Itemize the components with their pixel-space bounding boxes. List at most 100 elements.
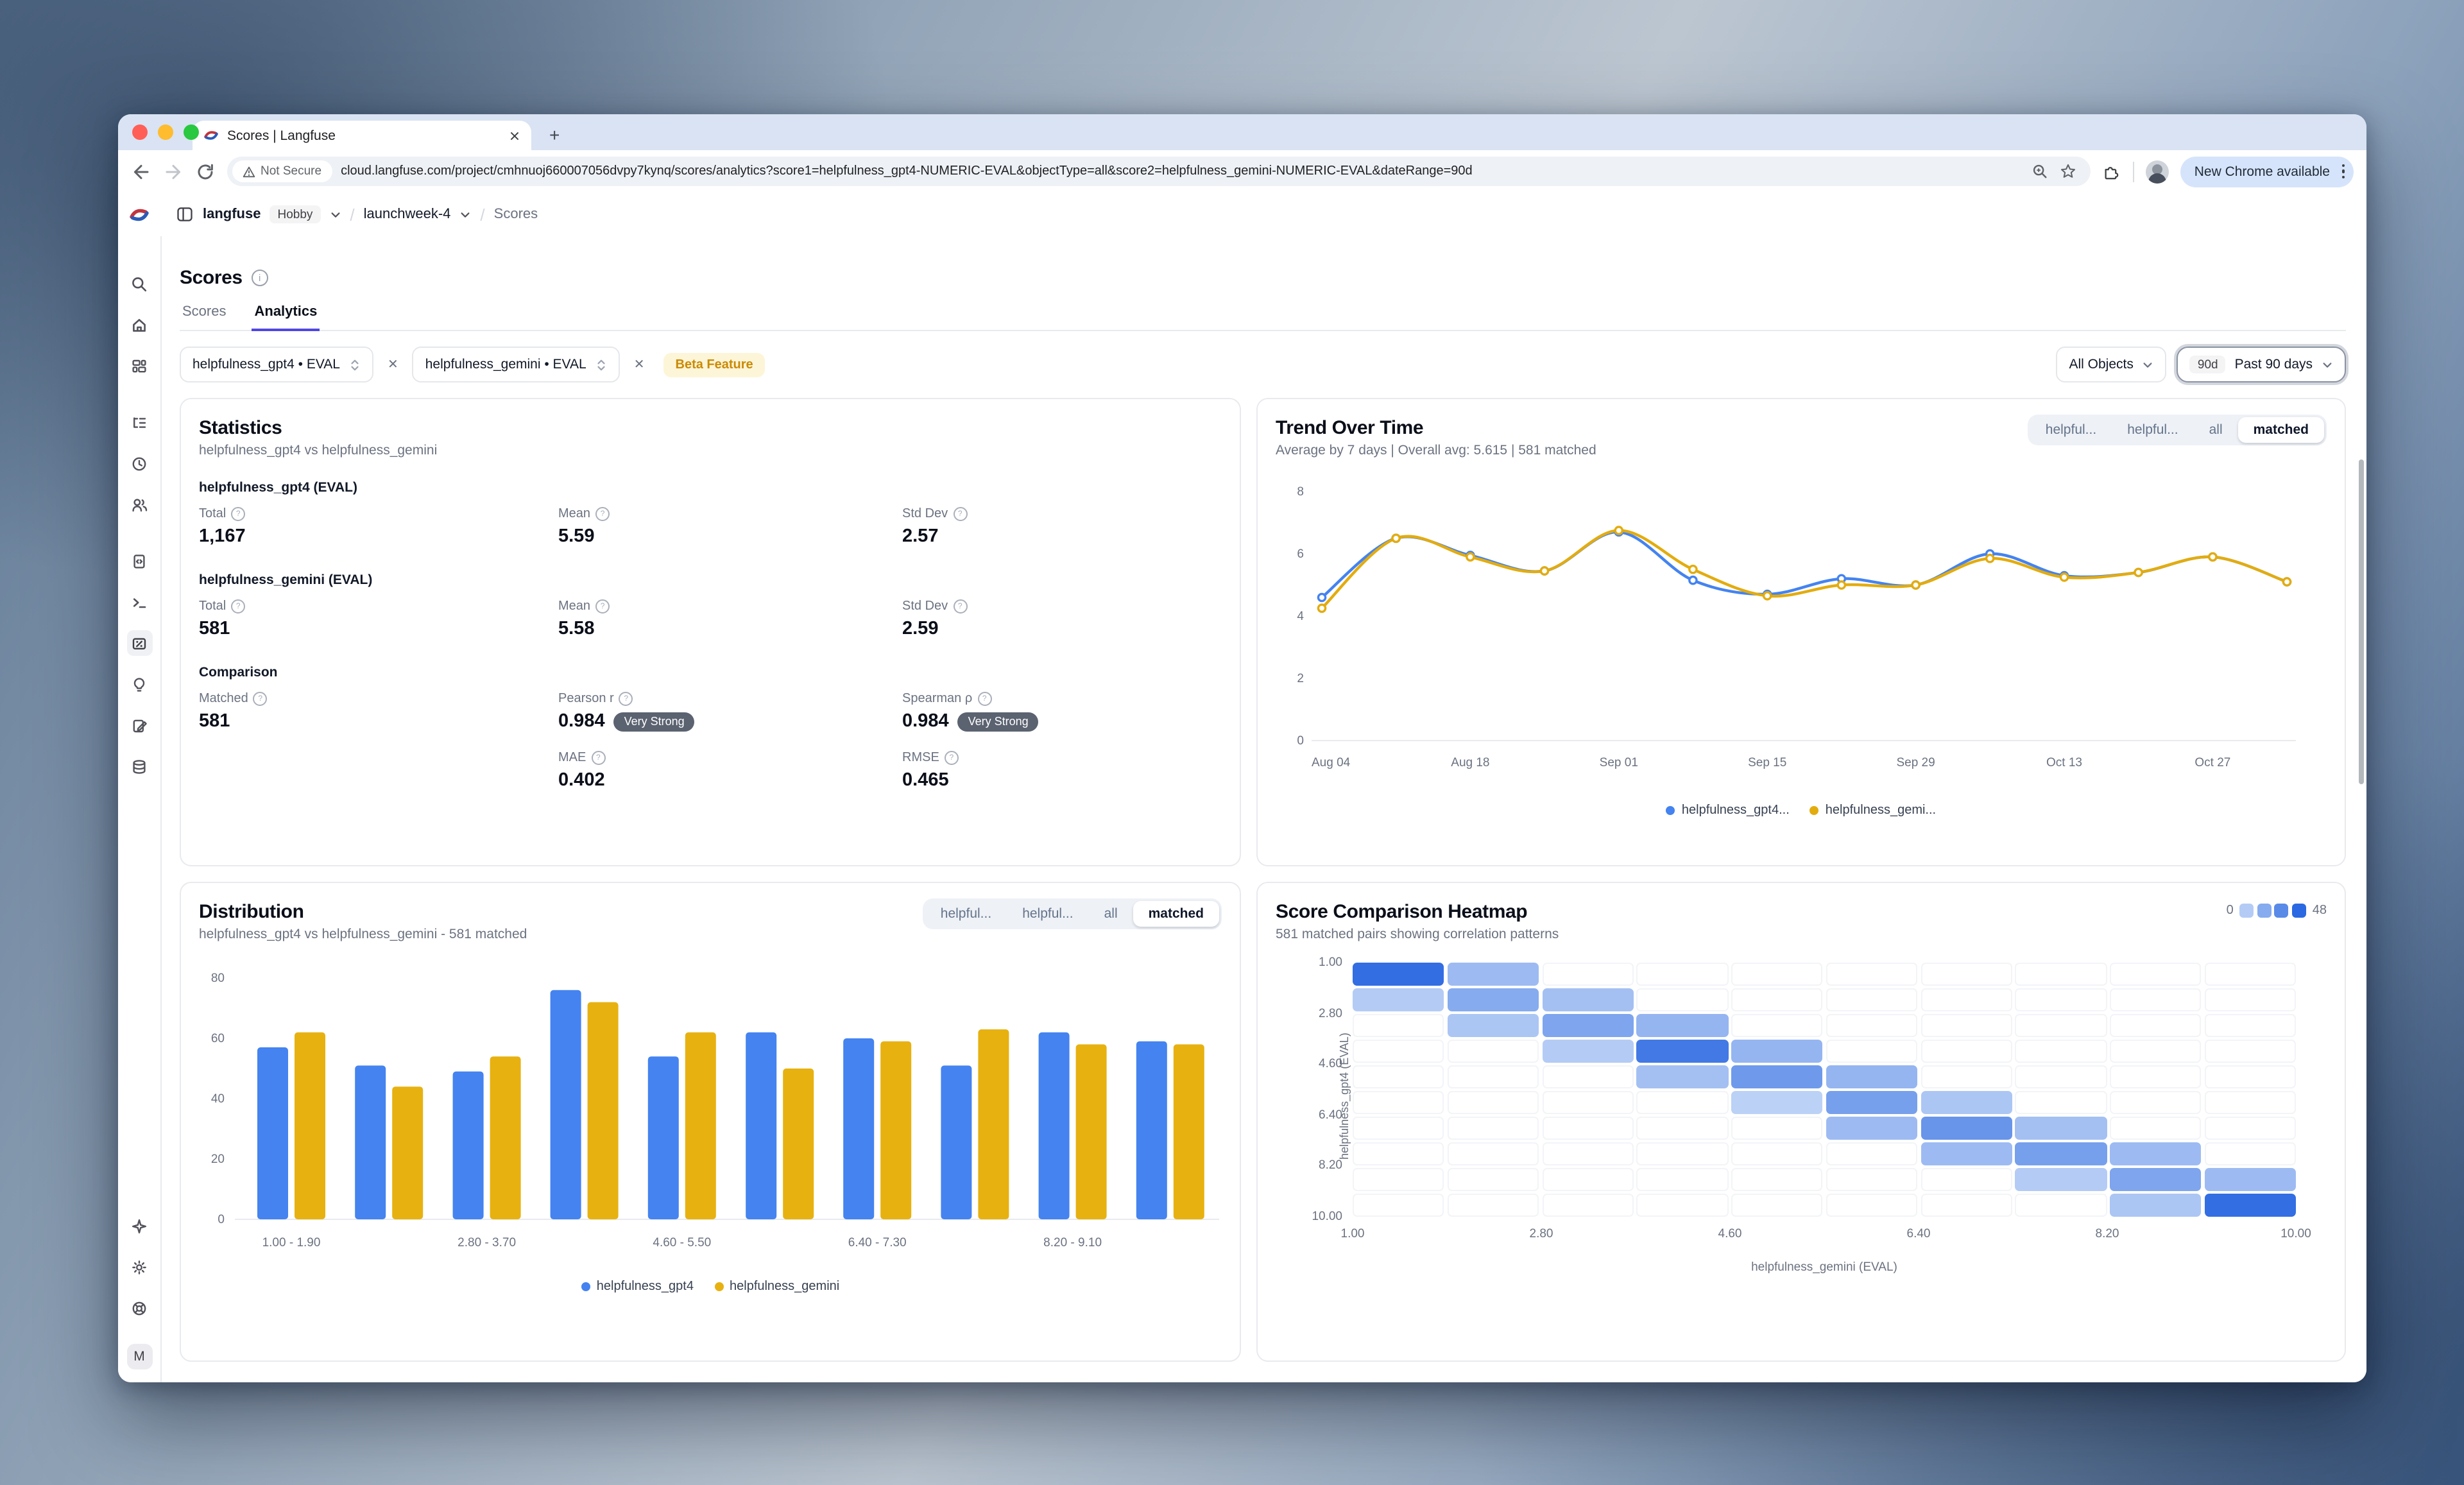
sidebar-item-search[interactable]	[126, 271, 152, 296]
zoom-page-icon[interactable]	[2032, 163, 2048, 180]
seg-all[interactable]: all	[2209, 422, 2223, 438]
url-text[interactable]: cloud.langfuse.com/project/cmhnuoj660007…	[341, 164, 1473, 178]
statistics-title: Statistics	[199, 417, 282, 439]
heatmap-cell	[1542, 1065, 1634, 1088]
forward-button[interactable]	[163, 161, 184, 182]
heatmap-cell	[2110, 963, 2202, 986]
help-icon[interactable]: ?	[977, 692, 992, 706]
help-icon[interactable]: ?	[591, 751, 606, 765]
score1-select[interactable]: helpfulness_gpt4 • EVAL	[180, 347, 373, 382]
not-secure-chip[interactable]: Not Secure	[232, 160, 332, 182]
sidebar-item-sessions[interactable]	[126, 451, 152, 476]
heatmap-card: Score Comparison Heatmap 581 matched pai…	[1256, 882, 2346, 1362]
breadcrumb-org[interactable]: langfuse	[203, 207, 261, 222]
chevron-down-icon[interactable]	[329, 209, 341, 220]
heatmap-cell	[1353, 1040, 1444, 1063]
reload-button[interactable]	[195, 161, 216, 182]
browser-menu-icon[interactable]	[2339, 162, 2347, 182]
stat-spearman: Spearman ρ? 0.984 Very Strong	[902, 692, 1222, 732]
seg-all[interactable]: all	[1104, 906, 1118, 922]
help-icon[interactable]: ?	[253, 692, 268, 706]
browser-profile-avatar[interactable]	[2145, 160, 2169, 183]
heatmap-cell	[1636, 1194, 1728, 1217]
app-sidebar: M	[118, 236, 162, 1382]
heatmap-cell	[1636, 1168, 1728, 1191]
sidebar-item-scores[interactable]	[126, 630, 152, 656]
legend-label-gpt4: helpfulness_gpt4	[596, 1280, 694, 1294]
heatmap-cell	[1447, 1168, 1539, 1191]
heatmap-cell	[1542, 1168, 1634, 1191]
sidebar-item-settings[interactable]	[126, 1254, 152, 1280]
address-bar[interactable]: Not Secure cloud.langfuse.com/project/cm…	[227, 157, 2091, 186]
heatmap-cell	[1542, 1040, 1634, 1063]
back-button[interactable]	[131, 161, 151, 182]
sidebar-item-dashboards[interactable]	[126, 353, 152, 379]
user-avatar[interactable]: M	[126, 1344, 152, 1369]
filter-row: helpfulness_gpt4 • EVAL ✕ helpfulness_ge…	[180, 347, 2346, 382]
bookmark-star-icon[interactable]	[2060, 163, 2076, 180]
object-type-select[interactable]: All Objects	[2056, 347, 2167, 382]
heatmap-cell	[1542, 963, 1634, 986]
sidebar-item-playground[interactable]	[126, 589, 152, 615]
heatmap-cell	[1447, 1091, 1539, 1114]
sidebar-item-tracing[interactable]	[126, 409, 152, 435]
close-tab-icon[interactable]	[509, 130, 520, 141]
help-icon[interactable]: ?	[944, 751, 959, 765]
help-icon[interactable]: ?	[953, 507, 968, 521]
trend-point	[1317, 592, 1327, 603]
sidebar-item-datasets[interactable]	[126, 753, 152, 779]
score1-remove-button[interactable]: ✕	[387, 357, 398, 372]
sidebar-item-users[interactable]	[126, 492, 152, 517]
heatmap-grid	[1353, 963, 2296, 1217]
sidebar-item-insights[interactable]	[126, 671, 152, 697]
info-icon[interactable]: i	[251, 270, 268, 286]
extensions-icon[interactable]	[2102, 162, 2121, 181]
score2-select[interactable]: helpfulness_gemini • EVAL	[412, 347, 620, 382]
new-chrome-pill[interactable]: New Chrome available	[2180, 156, 2354, 187]
help-icon[interactable]: ?	[595, 507, 610, 521]
close-window-button[interactable]	[132, 124, 148, 140]
window-controls[interactable]	[132, 124, 199, 140]
heatmap-x-tick: 4.60	[1718, 1227, 1742, 1241]
sidebar-item-whats-new[interactable]	[126, 1213, 152, 1239]
tab-scores[interactable]: Scores	[182, 304, 227, 320]
score2-remove-button[interactable]: ✕	[633, 357, 645, 372]
seg-matched[interactable]: matched	[2237, 417, 2324, 443]
new-tab-button[interactable]: +	[549, 124, 560, 145]
trend-point	[1391, 533, 1401, 544]
sidebar-toggle-icon[interactable]	[176, 205, 194, 223]
help-icon[interactable]: ?	[595, 599, 610, 614]
bar-gpt4	[746, 1032, 777, 1219]
browser-tab[interactable]: Scores | Langfuse	[193, 121, 531, 150]
minimize-window-button[interactable]	[158, 124, 173, 140]
seg-helpful-2[interactable]: helpful...	[2127, 422, 2178, 438]
score1-value: helpfulness_gpt4 • EVAL	[193, 357, 340, 372]
breadcrumb-project[interactable]: launchweek-4	[363, 207, 451, 222]
help-icon[interactable]: ?	[231, 507, 246, 521]
seg-helpful-2[interactable]: helpful...	[1022, 906, 1074, 922]
trend-point	[1762, 591, 1772, 601]
trend-point	[1688, 575, 1698, 585]
main-content: Scores i Scores Analytics helpfulness_gp…	[162, 236, 2366, 1382]
help-icon[interactable]: ?	[231, 599, 246, 614]
browser-toolbar: Not Secure cloud.langfuse.com/project/cm…	[118, 150, 2366, 193]
scrollbar-thumb[interactable]	[2359, 459, 2364, 784]
date-range-select[interactable]: 90d Past 90 days	[2177, 347, 2346, 382]
seg-helpful-1[interactable]: helpful...	[2045, 422, 2097, 438]
sidebar-item-support[interactable]	[126, 1295, 152, 1321]
help-icon[interactable]: ?	[619, 692, 633, 706]
chevron-down-icon[interactable]	[459, 209, 471, 220]
heatmap-cell	[2204, 1194, 2296, 1217]
toolbar-divider	[2132, 161, 2134, 182]
help-icon[interactable]: ?	[953, 599, 968, 614]
sidebar-item-annotation[interactable]	[126, 712, 152, 738]
heatmap-cell	[2110, 1168, 2202, 1191]
sidebar-item-home[interactable]	[126, 312, 152, 338]
maximize-window-button[interactable]	[184, 124, 199, 140]
seg-matched[interactable]: matched	[1133, 901, 1219, 927]
langfuse-logo[interactable]	[130, 205, 149, 224]
updown-icon	[351, 359, 359, 370]
tab-analytics[interactable]: Analytics	[252, 304, 320, 331]
seg-helpful-1[interactable]: helpful...	[940, 906, 992, 922]
sidebar-item-prompts[interactable]	[126, 548, 152, 574]
